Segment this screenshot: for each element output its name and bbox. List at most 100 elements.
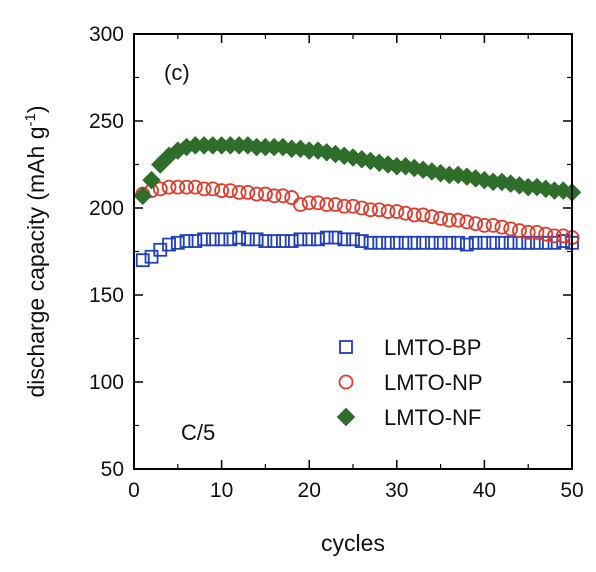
point-lmto-bp — [530, 235, 544, 250]
point-lmto-np — [485, 217, 501, 233]
point-lmto-np — [266, 188, 282, 204]
point-lmto-np — [214, 183, 230, 199]
point-lmto-bp — [276, 234, 290, 248]
point-lmto-bp — [398, 235, 413, 250]
point-lmto-bp — [433, 235, 448, 250]
point-lmto-bp — [319, 230, 334, 245]
point-lmto-bp — [503, 235, 518, 250]
point-lmto-bp — [424, 235, 439, 250]
point-lmto-np — [389, 204, 405, 219]
y-axis-title-main: discharge capacity (mAh g — [23, 127, 49, 398]
point-lmto-bp — [258, 234, 273, 248]
point-lmto-bp — [240, 232, 255, 247]
point-lmto-nf — [142, 170, 161, 190]
point-lmto-bp — [372, 235, 387, 250]
point-lmto-np — [476, 217, 492, 233]
point-lmto-np — [275, 188, 291, 204]
point-lmto-bp — [486, 235, 501, 250]
plot-frame — [133, 33, 573, 470]
point-lmto-np — [152, 181, 168, 197]
point-lmto-bp — [381, 235, 395, 250]
point-lmto-bp — [477, 235, 492, 250]
point-lmto-bp — [135, 253, 150, 268]
legend-marker-lmto-bp — [339, 340, 353, 354]
point-lmto-np — [257, 186, 273, 202]
y-tick-label: 300 — [89, 23, 124, 46]
point-lmto-bp — [442, 235, 457, 250]
point-lmto-nf — [133, 186, 153, 206]
y-tick-label: 250 — [89, 110, 124, 133]
point-lmto-bp — [547, 235, 562, 250]
point-lmto-np — [512, 223, 527, 239]
point-lmto-np — [328, 197, 343, 212]
legend: LMTO-BP LMTO-NP LMTO-NF — [336, 335, 483, 430]
point-lmto-bp — [354, 234, 369, 248]
point-lmto-bp — [337, 232, 352, 247]
point-lmto-bp — [293, 232, 308, 247]
point-lmto-np — [450, 212, 466, 228]
y-tick-label: 50 — [101, 458, 124, 481]
point-lmto-bp — [407, 235, 422, 250]
point-lmto-np — [547, 228, 562, 244]
point-lmto-np — [345, 198, 361, 214]
point-lmto-np — [363, 202, 378, 218]
point-lmto-np — [371, 202, 387, 218]
point-lmto-np — [249, 186, 265, 202]
point-lmto-bp — [249, 232, 264, 247]
legend-label-lmto-np: LMTO-NP — [384, 370, 483, 395]
point-lmto-bp — [468, 235, 483, 250]
point-lmto-bp — [459, 237, 474, 252]
x-tick-label: 50 — [560, 479, 583, 502]
point-lmto-bp — [223, 232, 238, 247]
data-marks — [133, 136, 582, 268]
x-tick-label: 40 — [473, 479, 496, 502]
point-lmto-np — [520, 224, 536, 240]
point-lmto-np — [494, 219, 510, 235]
point-lmto-np — [170, 179, 186, 195]
point-lmto-bp — [328, 230, 343, 245]
point-lmto-np — [380, 204, 396, 219]
point-lmto-np — [529, 224, 545, 240]
point-lmto-np — [441, 212, 457, 228]
x-tick-label: 10 — [210, 479, 233, 502]
point-lmto-np — [503, 221, 519, 237]
series-lmto-nf — [133, 136, 582, 206]
x-tick-label: 20 — [298, 479, 321, 502]
legend-label-lmto-nf: LMTO-NF — [384, 405, 481, 430]
x-tick-label: 0 — [128, 479, 140, 502]
point-lmto-bp — [346, 232, 360, 247]
point-lmto-np — [398, 205, 413, 221]
point-lmto-np — [319, 197, 335, 212]
point-lmto-bp — [197, 232, 211, 247]
point-lmto-np — [240, 184, 256, 200]
point-lmto-np — [424, 209, 440, 225]
point-lmto-bp — [363, 235, 378, 250]
point-lmto-np — [433, 211, 449, 226]
point-lmto-np — [179, 179, 194, 195]
point-lmto-bp — [162, 237, 176, 252]
legend-marker-lmto-np — [338, 374, 354, 390]
point-lmto-bp — [144, 249, 159, 264]
point-lmto-np — [468, 216, 484, 232]
point-lmto-bp — [232, 230, 247, 245]
y-tick-label: 150 — [89, 284, 124, 307]
tick-labels: 0 10 20 30 40 50 50 100 150 200 250 300 — [89, 23, 584, 502]
point-lmto-np — [293, 197, 308, 212]
point-lmto-np — [161, 179, 177, 195]
point-lmto-np — [538, 226, 554, 242]
y-tick-label: 200 — [89, 197, 124, 220]
point-lmto-bp — [284, 234, 299, 248]
point-lmto-np — [231, 184, 247, 200]
point-lmto-np — [196, 181, 212, 197]
point-lmto-bp — [538, 235, 553, 250]
point-lmto-np — [354, 200, 370, 216]
y-tick-label: 100 — [89, 371, 124, 394]
point-lmto-bp — [267, 234, 282, 248]
point-lmto-bp — [389, 235, 404, 250]
point-lmto-np — [284, 190, 300, 205]
point-lmto-np — [301, 195, 317, 211]
point-lmto-np — [310, 195, 326, 211]
series-lmto-bp — [135, 230, 579, 268]
point-lmto-bp — [495, 235, 509, 250]
point-lmto-np — [406, 207, 422, 223]
